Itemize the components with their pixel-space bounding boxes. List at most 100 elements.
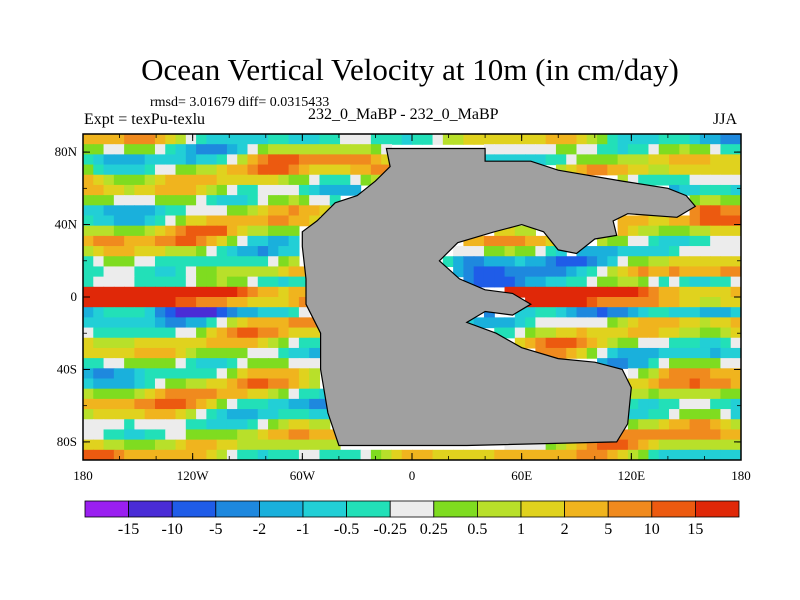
colorbar-label: 10 — [644, 521, 660, 538]
field-cell — [627, 419, 639, 431]
field-cell — [124, 429, 136, 441]
field-cell — [669, 276, 680, 288]
field-cell — [237, 307, 249, 318]
field-cell — [607, 235, 619, 247]
field-cell — [93, 409, 105, 420]
field-cell — [165, 205, 177, 217]
field-cell — [679, 144, 691, 155]
field-cell — [710, 286, 722, 298]
field-cell — [298, 266, 310, 278]
field-cell — [278, 276, 290, 288]
field-cell — [134, 154, 146, 166]
field-cell — [648, 347, 660, 359]
field-cell — [124, 297, 136, 308]
field-cell — [720, 164, 732, 176]
field-cell — [165, 337, 177, 349]
field-cell — [288, 388, 300, 400]
field-cell — [669, 225, 680, 237]
field-cell — [309, 195, 321, 206]
field-cell — [535, 144, 547, 155]
field-cell — [679, 184, 691, 196]
field-cell — [309, 215, 321, 227]
field-cell — [226, 398, 238, 410]
field-cell — [93, 368, 105, 380]
field-cell — [638, 297, 650, 308]
field-cell — [309, 184, 321, 196]
field-cell — [350, 154, 362, 166]
field-cell — [257, 368, 269, 380]
field-cell — [699, 134, 711, 145]
field-cell — [514, 317, 526, 329]
field-cell — [124, 184, 136, 196]
field-cell — [124, 409, 136, 420]
field-cell — [669, 286, 680, 298]
field-cell — [483, 266, 495, 278]
field-cell — [463, 449, 475, 460]
field-cell — [237, 154, 249, 166]
field-cell — [545, 276, 557, 288]
field-cell — [730, 347, 741, 359]
field-cell — [638, 317, 650, 329]
field-cell — [288, 449, 300, 460]
field-cell — [586, 246, 598, 257]
field-cell — [689, 154, 701, 166]
field-cell — [247, 378, 259, 390]
field-cell — [535, 297, 547, 308]
field-cell — [679, 337, 691, 349]
field-cell — [226, 286, 238, 298]
field-cell — [103, 449, 115, 460]
field-cell — [144, 164, 156, 176]
field-cell — [103, 215, 115, 227]
field-cell — [473, 276, 485, 288]
field-cell — [597, 144, 608, 155]
field-cell — [124, 368, 136, 380]
field-cell — [257, 184, 269, 196]
field-cell — [597, 235, 608, 247]
field-cell — [298, 144, 310, 155]
field-cell — [679, 419, 691, 431]
field-cell — [185, 235, 197, 247]
field-cell — [124, 286, 136, 298]
field-cell — [473, 235, 485, 247]
field-cell — [113, 184, 125, 196]
field-cell — [638, 154, 650, 166]
field-cell — [720, 215, 732, 227]
field-cell — [617, 439, 629, 451]
field-cell — [514, 439, 526, 451]
field-cell — [309, 154, 321, 166]
field-cell — [555, 134, 567, 145]
field-cell — [185, 378, 197, 390]
field-cell — [206, 215, 218, 227]
field-cell — [340, 449, 351, 460]
field-cell — [144, 134, 156, 145]
field-cell — [83, 266, 94, 278]
field-cell — [165, 429, 177, 441]
field-cell — [298, 337, 310, 349]
field-cell — [93, 419, 105, 431]
field-cell — [288, 347, 300, 359]
field-cell — [669, 246, 680, 257]
field-cell — [658, 225, 670, 237]
field-cell — [309, 368, 321, 380]
field-cell — [257, 246, 269, 257]
field-cell — [586, 154, 598, 166]
field-cell — [278, 327, 290, 339]
field-cell — [113, 429, 125, 441]
field-cell — [679, 409, 691, 420]
colorbar-swatch — [607, 500, 653, 518]
field-cell — [257, 347, 269, 359]
field-cell — [93, 174, 105, 186]
field-cell — [298, 215, 310, 227]
field-cell — [566, 134, 578, 145]
field-cell — [83, 154, 94, 166]
field-cell — [504, 144, 516, 155]
field-cell — [93, 307, 105, 318]
field-cell — [689, 256, 701, 268]
field-cell — [360, 134, 372, 145]
field-cell — [669, 144, 680, 155]
field-cell — [576, 154, 588, 166]
field-cell — [658, 174, 670, 186]
field-cell — [710, 297, 722, 308]
field-cell — [247, 327, 259, 339]
field-cell — [720, 429, 732, 441]
